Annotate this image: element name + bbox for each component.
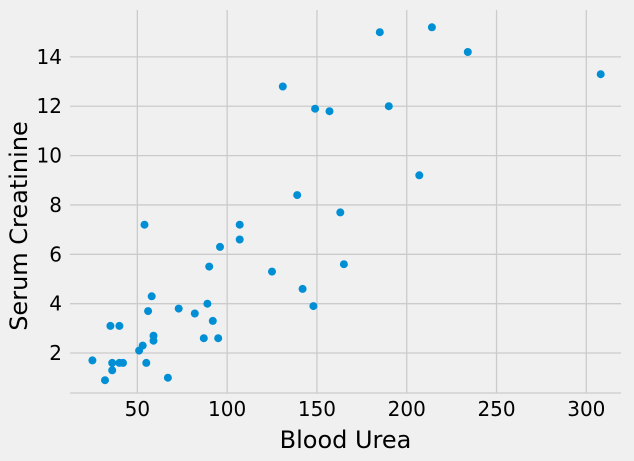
- data-point: [108, 366, 117, 375]
- y-tick-label: 12: [37, 94, 62, 118]
- data-point: [88, 356, 97, 365]
- data-point: [216, 242, 224, 251]
- x-tick-label: 250: [477, 397, 515, 421]
- data-point: [309, 302, 318, 311]
- data-point: [298, 284, 307, 293]
- data-point: [106, 321, 115, 330]
- data-point: [208, 316, 217, 325]
- scatter-points: [88, 23, 605, 385]
- data-point: [144, 307, 153, 316]
- data-point: [138, 341, 147, 350]
- data-point: [278, 82, 287, 91]
- data-point: [140, 220, 149, 229]
- y-tick-label: 4: [49, 292, 62, 316]
- data-point: [427, 23, 436, 32]
- data-point: [149, 336, 158, 345]
- data-point: [336, 208, 345, 217]
- x-tick-label: 100: [208, 397, 246, 421]
- data-point: [384, 102, 393, 111]
- data-point: [203, 299, 212, 308]
- data-point: [163, 373, 172, 382]
- y-tick-label: 14: [37, 45, 62, 69]
- data-point: [115, 321, 124, 330]
- data-point: [119, 358, 127, 367]
- data-point: [325, 107, 334, 116]
- data-point: [235, 235, 244, 244]
- data-point: [268, 267, 276, 276]
- data-point: [199, 334, 208, 343]
- data-point: [190, 309, 199, 318]
- x-tick-label: 300: [567, 397, 605, 421]
- gridlines: [70, 10, 621, 394]
- data-point: [147, 292, 156, 301]
- data-point: [339, 260, 348, 269]
- x-axis-tick-labels: 50 100 150 200 250 300: [125, 397, 606, 421]
- x-tick-label: 150: [298, 397, 336, 421]
- data-point: [235, 220, 244, 229]
- y-axis-tick-labels: 2 4 6 8 10 12 14: [37, 45, 62, 365]
- x-tick-label: 200: [388, 397, 426, 421]
- data-point: [214, 334, 223, 343]
- x-axis-title: Blood Urea: [280, 426, 412, 454]
- y-tick-label: 2: [49, 341, 62, 365]
- data-point: [101, 376, 109, 385]
- data-point: [205, 262, 214, 271]
- data-point: [174, 304, 183, 313]
- y-tick-label: 10: [37, 144, 62, 168]
- y-tick-label: 6: [49, 242, 62, 266]
- y-axis-title: Serum Creatinine: [5, 121, 33, 331]
- y-tick-label: 8: [49, 193, 62, 217]
- data-point: [311, 104, 320, 113]
- data-point: [142, 358, 151, 367]
- data-point: [293, 191, 302, 200]
- data-point: [415, 171, 424, 180]
- data-point: [596, 70, 605, 79]
- data-point: [463, 48, 472, 56]
- x-tick-label: 50: [125, 397, 150, 421]
- data-point: [375, 28, 384, 37]
- data-point: [108, 358, 117, 367]
